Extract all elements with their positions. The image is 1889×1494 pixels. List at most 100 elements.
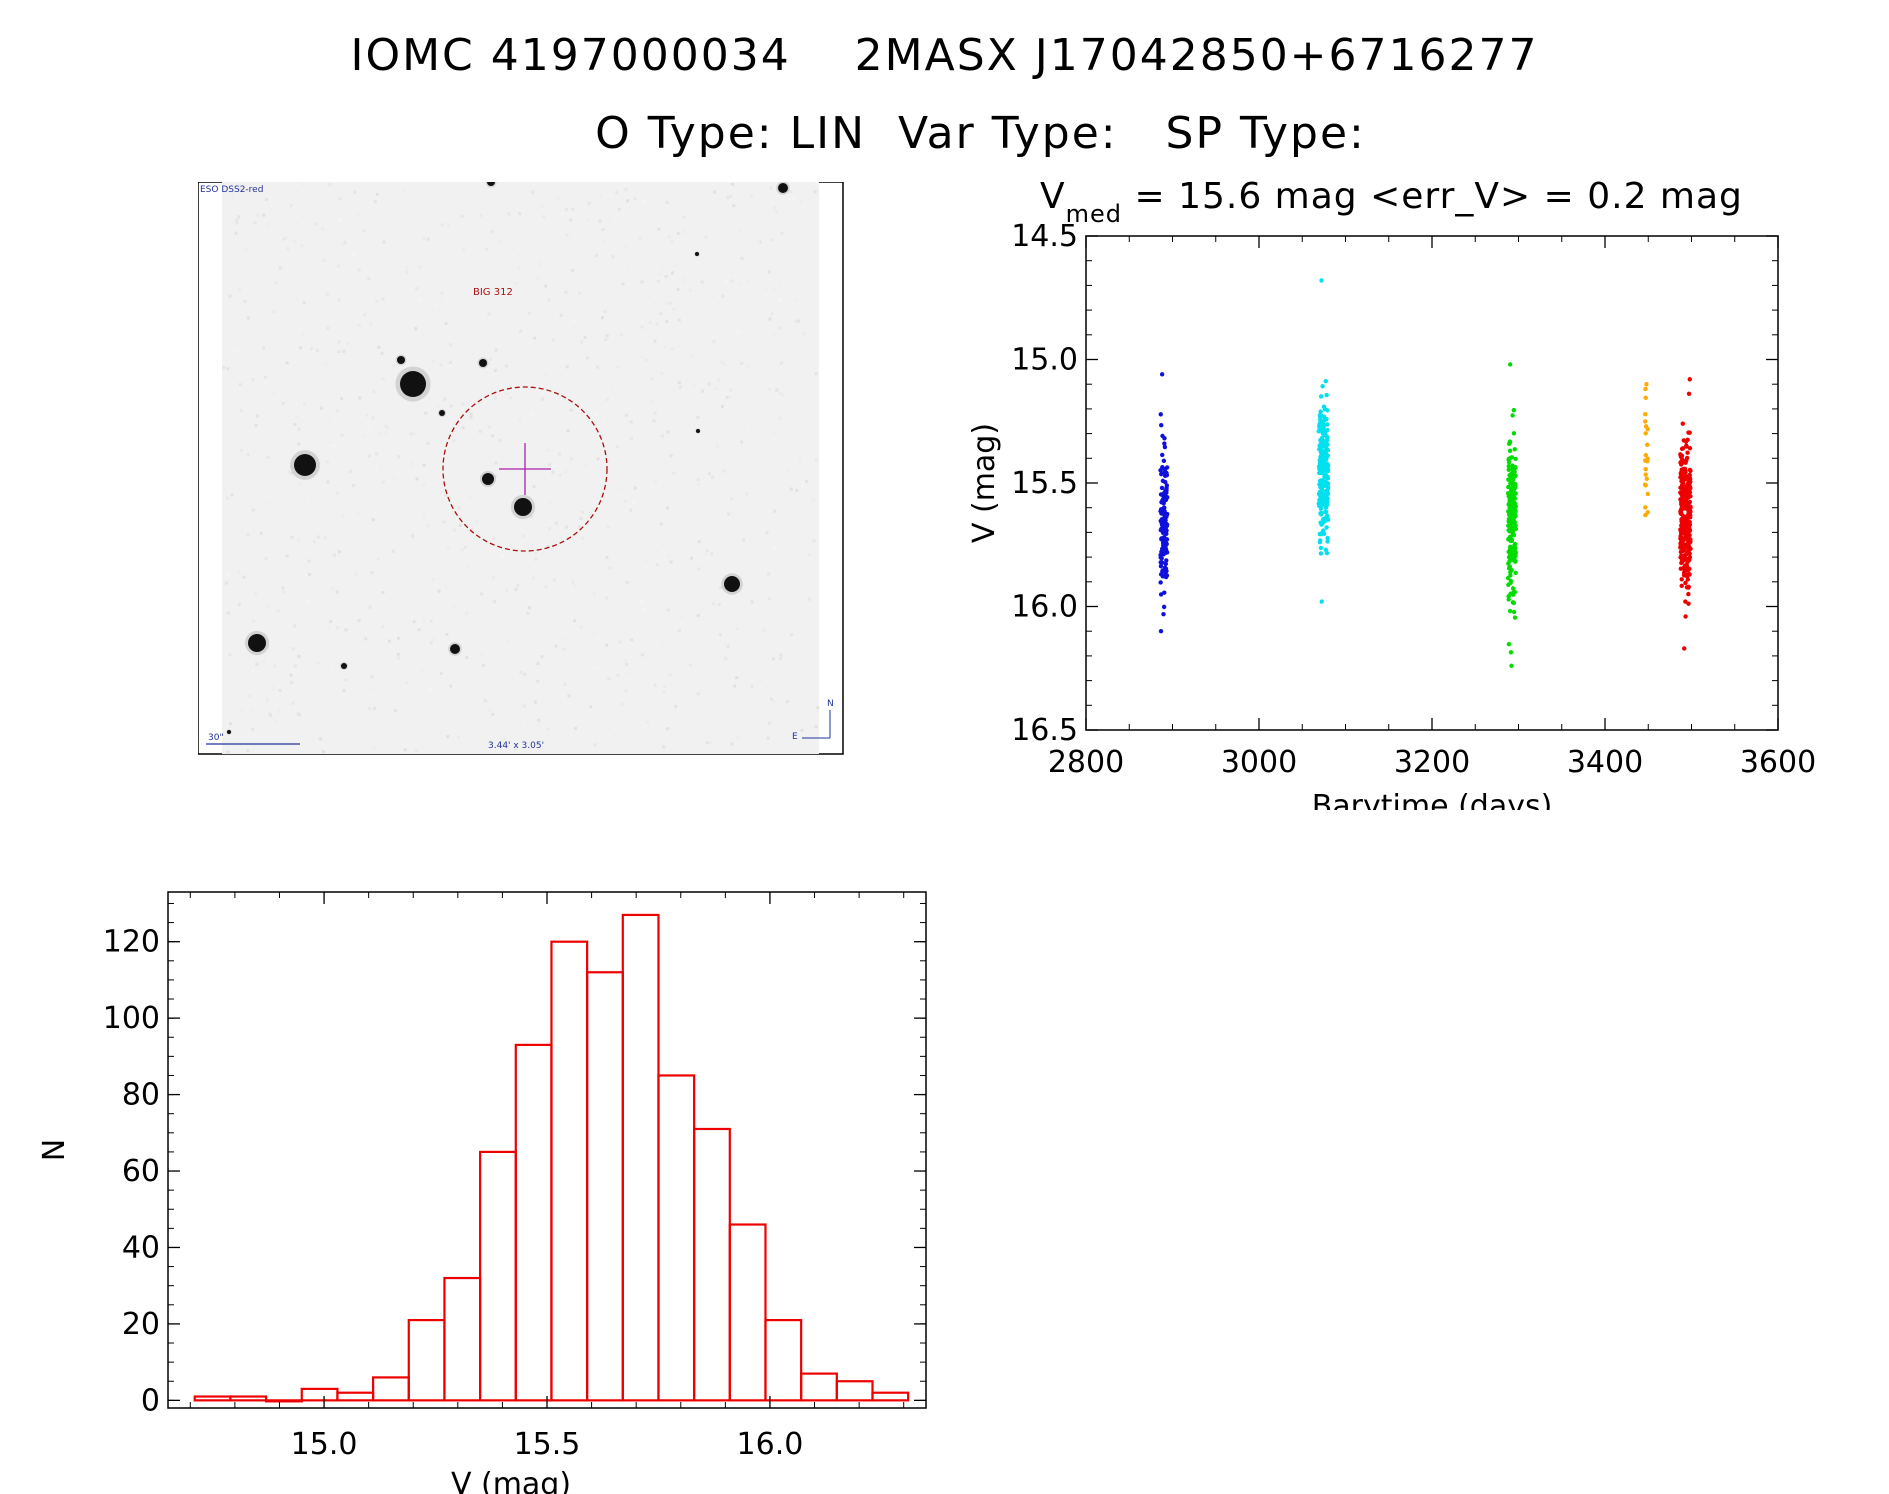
finder-chart-image: ESO DSS2-red BIG 312 30" 3.44' x 3.05' N E xyxy=(198,182,844,755)
noise-speck xyxy=(568,643,572,647)
noise-speck xyxy=(666,727,670,731)
chart-title: Vmed = 15.6 mag <err_V> = 0.2 mag xyxy=(1040,176,1743,228)
noise-speck xyxy=(368,605,372,609)
noise-speck xyxy=(796,271,800,275)
noise-speck xyxy=(508,285,512,289)
noise-speck xyxy=(665,301,669,305)
noise-speck xyxy=(563,637,567,641)
histogram-bar xyxy=(300,1387,339,1402)
noise-speck xyxy=(567,441,571,445)
noise-speck xyxy=(470,527,474,531)
noise-speck xyxy=(685,270,689,274)
noise-speck xyxy=(419,528,423,532)
noise-speck xyxy=(405,681,409,685)
noise-speck xyxy=(482,663,486,667)
noise-speck xyxy=(676,231,680,235)
data-point-blue xyxy=(1161,501,1166,506)
noise-speck xyxy=(452,528,456,532)
noise-speck xyxy=(704,235,708,239)
noise-speck xyxy=(569,408,573,412)
noise-speck xyxy=(726,195,730,199)
noise-speck xyxy=(461,369,465,373)
data-point-green xyxy=(1506,642,1512,647)
histogram-bar xyxy=(336,1391,375,1402)
noise-speck xyxy=(254,424,258,428)
noise-speck xyxy=(299,346,303,350)
noise-speck xyxy=(578,271,582,275)
histogram-bar xyxy=(764,1318,803,1402)
noise-speck xyxy=(667,235,671,239)
data-point-blue xyxy=(1158,492,1164,497)
noise-speck xyxy=(422,513,426,517)
noise-speck xyxy=(307,572,311,576)
compass-north-label: N xyxy=(827,699,834,709)
noise-speck xyxy=(467,565,471,569)
noise-speck xyxy=(519,670,523,674)
data-point-red xyxy=(1685,450,1690,455)
noise-speck xyxy=(767,387,771,391)
noise-speck xyxy=(414,679,418,683)
data-point-green xyxy=(1511,590,1516,595)
data-point-green xyxy=(1509,495,1514,500)
noise-speck xyxy=(717,603,721,607)
noise-speck xyxy=(352,252,356,256)
data-point-blue xyxy=(1162,590,1167,595)
noise-speck xyxy=(529,388,533,392)
noise-speck xyxy=(425,496,429,500)
noise-speck xyxy=(795,488,799,492)
histogram-bar xyxy=(514,1043,553,1402)
noise-speck xyxy=(387,386,391,390)
noise-speck xyxy=(329,620,333,624)
noise-speck xyxy=(354,572,358,576)
noise-speck xyxy=(779,657,783,661)
object-label: BIG 312 xyxy=(473,287,513,298)
noise-speck xyxy=(347,476,351,480)
noise-speck xyxy=(500,554,504,558)
noise-speck xyxy=(701,389,705,393)
noise-speck xyxy=(633,197,637,201)
noise-speck xyxy=(573,619,577,623)
noise-speck xyxy=(295,402,299,406)
noise-speck xyxy=(489,358,493,362)
noise-speck xyxy=(306,601,310,605)
noise-speck xyxy=(805,479,809,483)
noise-speck xyxy=(596,365,600,369)
noise-speck xyxy=(270,237,274,241)
noise-speck xyxy=(417,208,421,212)
noise-speck xyxy=(368,259,372,263)
x-axis-label: Barytime (days) xyxy=(1312,789,1553,810)
noise-speck xyxy=(431,637,435,641)
noise-speck xyxy=(336,626,340,630)
noise-speck xyxy=(779,298,783,302)
data-point-blue xyxy=(1162,444,1168,450)
noise-speck xyxy=(552,391,556,395)
noise-speck xyxy=(328,386,332,390)
data-point-red xyxy=(1682,494,1688,499)
noise-speck xyxy=(353,190,357,194)
noise-speck xyxy=(740,440,744,444)
data-point-green xyxy=(1513,546,1518,551)
noise-speck xyxy=(488,425,492,429)
data-point-green xyxy=(1506,467,1511,472)
noise-speck xyxy=(387,639,391,643)
star xyxy=(227,730,231,734)
noise-speck xyxy=(403,399,407,403)
data-point-red xyxy=(1686,391,1692,397)
data-point-green xyxy=(1510,483,1516,488)
noise-speck xyxy=(237,570,241,574)
noise-speck xyxy=(505,639,509,643)
noise-speck xyxy=(516,583,520,587)
noise-speck xyxy=(779,392,783,396)
data-point-red xyxy=(1684,443,1689,448)
noise-speck xyxy=(639,529,643,533)
noise-speck xyxy=(730,182,734,186)
noise-speck xyxy=(463,545,467,549)
y-tick-label: 80 xyxy=(122,1078,160,1113)
noise-speck xyxy=(431,360,435,364)
noise-speck xyxy=(398,437,402,441)
noise-speck xyxy=(548,500,552,504)
noise-speck xyxy=(697,567,701,571)
noise-speck xyxy=(310,243,314,247)
noise-speck xyxy=(305,496,309,500)
noise-speck xyxy=(526,611,530,615)
